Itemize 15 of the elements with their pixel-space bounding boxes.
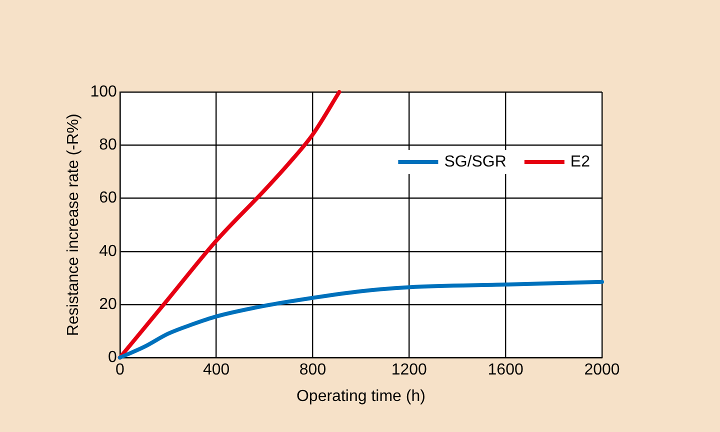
legend-label: SG/SGR: [444, 153, 506, 170]
y-tick-label: 20: [99, 296, 117, 313]
y-tick-label: 100: [90, 83, 117, 100]
x-tick-label: 1600: [488, 362, 524, 379]
x-tick-label: 800: [299, 362, 326, 379]
y-tick-label: 40: [99, 242, 117, 260]
y-tick-label: 80: [99, 136, 117, 154]
x-tick-label: 2000: [584, 362, 620, 379]
y-tick-label: 0: [108, 349, 117, 366]
x-tick-label: 1200: [391, 362, 428, 379]
legend-label: E2: [570, 153, 590, 170]
x-tick-label: 400: [202, 362, 230, 379]
y-axis-title: Resistance increase rate (-R%): [65, 114, 82, 336]
x-axis-title: Operating time (h): [296, 388, 426, 405]
y-tick-label: 60: [99, 190, 117, 207]
